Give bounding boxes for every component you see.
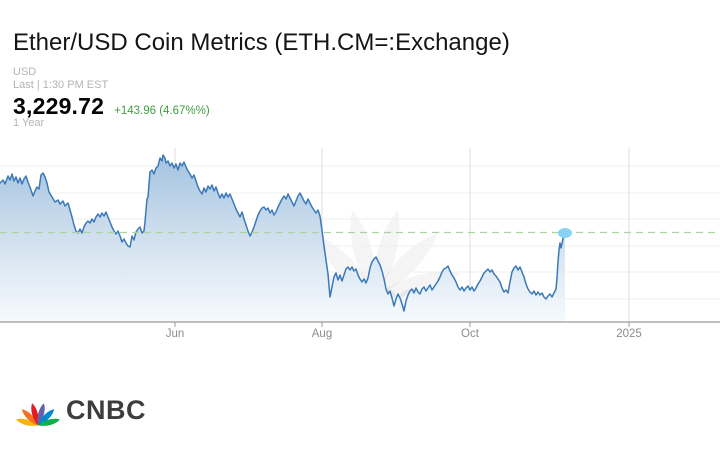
cnbc-logo-text: CNBC [66,395,146,425]
last-updated-label: Last | 1:30 PM EST [13,79,109,91]
price-area-fill [0,155,565,322]
x-axis-label: Aug [312,328,332,340]
currency-label: USD [13,66,37,78]
price-line [0,154,566,312]
price-row: 3,229.72 +143.96 (4.67%%) [13,93,707,119]
x-axis-label: 2025 [616,328,642,340]
x-axis-label: Jun [166,328,185,340]
last-price-dot [558,228,572,238]
cnbc-logo: CNBC [15,393,146,428]
chart-header: Ether/USD Coin Metrics (ETH.CM=:Exchange… [13,0,707,130]
x-axis-label: Oct [461,328,480,340]
page-title: Ether/USD Coin Metrics (ETH.CM=:Exchange… [13,29,510,56]
range-label: 1 Year [13,117,45,129]
price-change: +143.96 (4.67%%) [114,105,210,117]
last-price: 3,229.72 [13,93,105,119]
cnbc-peacock-icon [16,403,60,426]
